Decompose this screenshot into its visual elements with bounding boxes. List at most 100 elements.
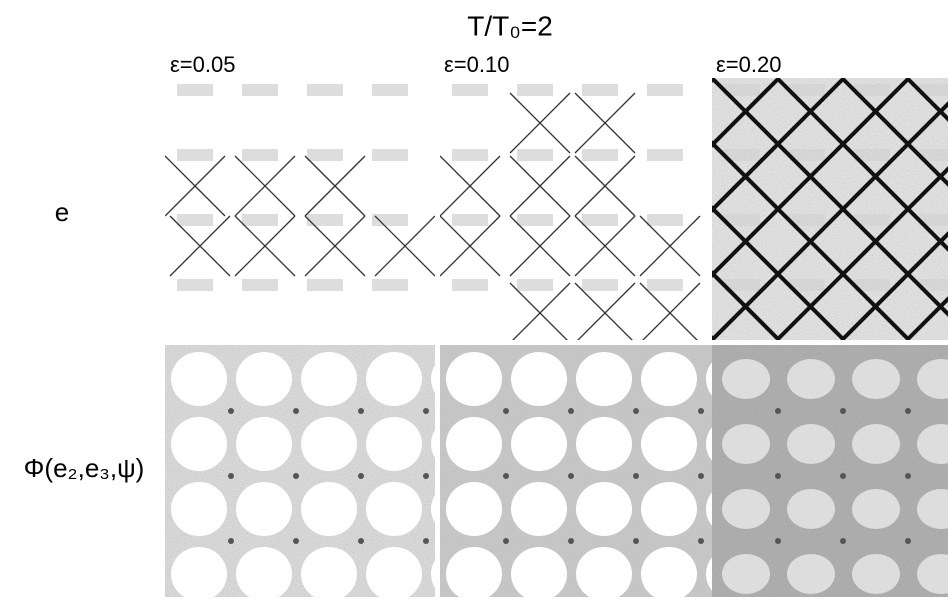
domain (236, 417, 292, 471)
blotch (307, 84, 343, 96)
blotch (582, 84, 618, 96)
blotch (307, 279, 343, 291)
domain (511, 352, 567, 406)
panel-background (165, 78, 435, 340)
domain (641, 482, 697, 536)
defect (358, 408, 364, 414)
panels (165, 78, 948, 597)
defect (633, 473, 639, 479)
defect (568, 538, 574, 544)
defect (568, 473, 574, 479)
domain (301, 417, 357, 471)
domain (236, 352, 292, 406)
defect (228, 538, 234, 544)
defect (423, 408, 429, 414)
domain (787, 489, 835, 529)
domain (171, 482, 227, 536)
defect (775, 538, 781, 544)
blotch (582, 279, 618, 291)
domain (366, 352, 422, 406)
defect (293, 408, 299, 414)
blotch (452, 279, 488, 291)
defect (503, 473, 509, 479)
blotch (452, 214, 488, 226)
domain (787, 554, 835, 594)
domain (576, 352, 632, 406)
blotch (582, 214, 618, 226)
defect (905, 538, 911, 544)
blotch (307, 149, 343, 161)
blotch (372, 149, 408, 161)
blotch (647, 279, 683, 291)
defect (840, 473, 846, 479)
simulation-panel (440, 78, 712, 343)
panel-background (440, 78, 712, 340)
domain (366, 417, 422, 471)
defect (840, 408, 846, 414)
figure-title: T/T₀=2 (467, 10, 553, 41)
row-label: e (55, 197, 69, 227)
blotch (242, 214, 278, 226)
texture (712, 78, 948, 340)
defect (293, 538, 299, 544)
row-label: Φ(e₂,e₃,ψ) (24, 453, 145, 483)
domain (366, 482, 422, 536)
domain (446, 417, 502, 471)
blotch (582, 149, 618, 161)
domain (301, 482, 357, 536)
domain (576, 482, 632, 536)
defect (775, 408, 781, 414)
blotch (452, 84, 488, 96)
domain (722, 554, 770, 594)
domain (511, 482, 567, 536)
column-label: ε=0.20 (716, 52, 781, 77)
defect (293, 473, 299, 479)
figure: T/T₀=2 ε=0.05 ε=0.10 ε=0.20 e Φ(e₂,e₃,ψ) (0, 0, 948, 597)
defect (633, 538, 639, 544)
blotch (177, 84, 213, 96)
simulation-panel (712, 345, 948, 597)
blotch (517, 279, 553, 291)
blotch (647, 84, 683, 96)
domain (787, 359, 835, 399)
defect (698, 473, 704, 479)
domain (722, 489, 770, 529)
domain (446, 352, 502, 406)
column-label: ε=0.10 (444, 52, 509, 77)
domain (641, 352, 697, 406)
domain (787, 424, 835, 464)
domain (171, 352, 227, 406)
domain (236, 482, 292, 536)
defect (568, 408, 574, 414)
blotch (452, 149, 488, 161)
blotch (242, 149, 278, 161)
blotch (517, 214, 553, 226)
domain (722, 359, 770, 399)
domain (852, 489, 900, 529)
domain (641, 417, 697, 471)
column-label: ε=0.05 (170, 52, 235, 77)
defect (905, 408, 911, 414)
defect (358, 538, 364, 544)
domain (852, 424, 900, 464)
domain (576, 417, 632, 471)
domain (852, 554, 900, 594)
defect (228, 473, 234, 479)
blotch (177, 149, 213, 161)
blotch (177, 214, 213, 226)
defect (633, 408, 639, 414)
simulation-panel (165, 78, 435, 340)
blotch (372, 279, 408, 291)
domain (511, 417, 567, 471)
blotch (242, 279, 278, 291)
blotch (372, 214, 408, 226)
blotch (242, 84, 278, 96)
defect (228, 408, 234, 414)
defect (423, 473, 429, 479)
defect (503, 408, 509, 414)
defect (423, 538, 429, 544)
blotch (517, 149, 553, 161)
domain (722, 424, 770, 464)
defect (698, 538, 704, 544)
blotch (372, 84, 408, 96)
